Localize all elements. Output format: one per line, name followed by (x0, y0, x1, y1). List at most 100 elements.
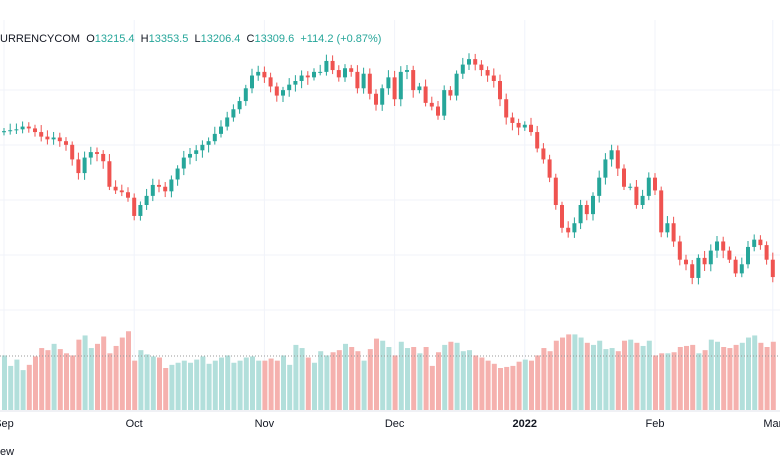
candle-body (212, 133, 217, 142)
volume-bar (467, 350, 472, 410)
footer-view-label[interactable]: ew (0, 446, 15, 458)
volume-bar (119, 337, 125, 410)
candle-body (88, 152, 93, 158)
volume-bar (126, 331, 131, 410)
candle-body (95, 152, 99, 154)
candle-body (386, 77, 391, 89)
volume-bar (138, 350, 144, 410)
candle-body (467, 59, 471, 65)
candle-body (181, 157, 186, 169)
candle-body (460, 64, 465, 74)
candle-body (442, 90, 447, 116)
volume-bar (274, 360, 280, 410)
volume-bar (330, 352, 336, 410)
volume-bar (212, 360, 218, 410)
candle-body (113, 186, 118, 191)
open-label: O (86, 33, 95, 45)
volume-bar (646, 340, 652, 410)
volume-bar (39, 348, 45, 410)
volume-bar (721, 347, 727, 410)
volume-bar (101, 336, 107, 410)
candle-body (758, 239, 763, 246)
volume-bar (2, 355, 7, 410)
volume-bar (262, 360, 268, 410)
time-axis[interactable]: Sep Oct Nov Dec 2022 Feb Mar (0, 418, 780, 430)
volume-bar (429, 365, 435, 410)
volume-bar (454, 342, 460, 410)
candle-body (448, 90, 453, 96)
symbol-name: URRENCYCOM (0, 33, 81, 45)
volume-bar (20, 370, 26, 410)
candle-body (423, 86, 428, 103)
volume-bar (659, 353, 665, 410)
candle-body (20, 126, 25, 130)
candle-body (684, 259, 688, 265)
candle-body (82, 157, 87, 174)
volume-bar (8, 365, 14, 410)
candle-body (200, 144, 205, 151)
volume-bar (336, 350, 342, 410)
volume-bar (113, 345, 119, 410)
volume-bar (163, 368, 169, 410)
volume-bar (491, 363, 497, 410)
volume-bar (76, 339, 82, 410)
volume-bar (14, 359, 20, 410)
volume-bar (70, 355, 76, 410)
candle-body (2, 131, 6, 133)
candle-body (640, 195, 645, 205)
close-value: 13309.6 (254, 33, 295, 45)
time-axis-label: 2022 (513, 418, 537, 430)
volume-bar (200, 356, 206, 410)
candle-body (262, 71, 267, 78)
candle-body (572, 223, 577, 233)
candle-body (690, 264, 695, 278)
volume-bar (417, 353, 423, 410)
volume-bar (702, 350, 708, 410)
candle-body (696, 257, 701, 278)
volume-bar (374, 338, 379, 410)
volume-bar (578, 337, 584, 410)
volume-bar (708, 339, 714, 410)
volume-bar (758, 342, 764, 410)
volume-bar (175, 362, 181, 410)
volume-bar (739, 342, 745, 410)
candle-body (64, 141, 68, 145)
time-axis-label: Mar (763, 418, 780, 430)
volume-bar (361, 360, 367, 410)
volume-bar (479, 357, 485, 410)
high-value: 13353.5 (148, 33, 189, 45)
volume-bar (584, 342, 590, 410)
volume-bar (504, 366, 510, 410)
candle-body (770, 259, 775, 278)
candle-body (330, 60, 335, 71)
volume-bar (194, 359, 200, 410)
volume-bar (157, 357, 162, 410)
volume-bar (225, 355, 231, 410)
candle-body (727, 250, 732, 260)
volume-bar (770, 341, 776, 410)
candle-body (405, 70, 409, 72)
candle-body (584, 205, 589, 215)
candle-body (8, 130, 13, 132)
candle-body (721, 241, 726, 251)
candle-body (752, 239, 757, 247)
candle-body (256, 71, 261, 76)
candle-body (45, 136, 50, 140)
candle-body (479, 64, 484, 71)
volume-bar (448, 341, 454, 410)
time-axis-label: Feb (646, 418, 665, 430)
volume-bar (460, 351, 466, 410)
candle-body (268, 77, 273, 87)
candle-body (163, 186, 168, 192)
volume-bar (547, 351, 553, 410)
candle-body (132, 197, 137, 216)
volume-bar (355, 351, 361, 410)
volume-bar (498, 368, 503, 410)
volume-bar (305, 357, 311, 410)
candle-body (560, 205, 564, 228)
candle-body (671, 223, 676, 242)
volume-bar (609, 348, 615, 410)
change-value: +114.2 (+0.87%) (300, 33, 382, 45)
candle-body (411, 70, 416, 91)
